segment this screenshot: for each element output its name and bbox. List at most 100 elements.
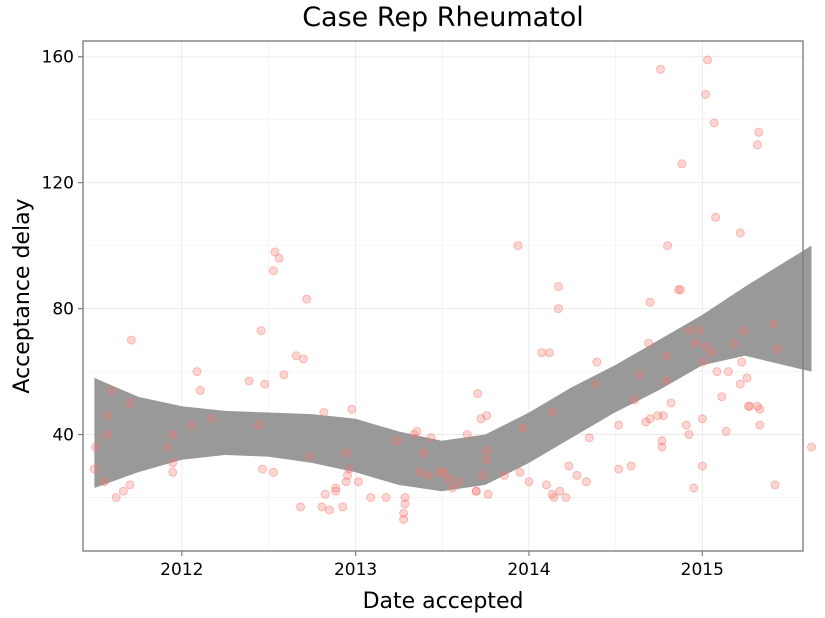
data-point: [168, 467, 178, 477]
data-point: [291, 351, 301, 361]
data-point: [381, 493, 391, 502]
data-point: [412, 426, 422, 436]
data-point: [770, 480, 780, 490]
data-point: [626, 461, 636, 471]
data-point: [657, 436, 667, 446]
data-point: [254, 420, 264, 430]
data-point: [302, 294, 312, 304]
grid-lines: [83, 41, 803, 551]
data-point: [755, 404, 765, 414]
data-point: [684, 430, 694, 439]
data-point: [706, 348, 716, 358]
smooth-band: [94, 245, 812, 492]
data-point: [187, 420, 197, 430]
data-point: [614, 420, 624, 430]
data-point: [518, 423, 528, 433]
y-axis: 40 80 120 160: [42, 48, 83, 446]
data-point: [735, 228, 745, 238]
data-point: [483, 489, 493, 499]
data-point: [698, 357, 708, 367]
data-point: [712, 367, 722, 377]
data-point: [752, 401, 762, 411]
data-point: [343, 470, 352, 480]
data-point: [409, 430, 419, 439]
data-point: [703, 55, 712, 65]
x-tick-label: 2014: [507, 560, 550, 580]
data-point: [244, 376, 254, 386]
data-point: [125, 480, 135, 490]
data-point: [641, 417, 651, 427]
data-point: [657, 442, 667, 452]
data-point: [125, 398, 135, 408]
data-point: [471, 486, 481, 496]
y-tick-label: 80: [52, 300, 74, 320]
data-point: [91, 442, 101, 452]
data-point: [268, 467, 278, 477]
data-point: [448, 483, 457, 493]
data-point: [400, 493, 410, 502]
data-point: [735, 379, 745, 389]
data-point: [542, 480, 551, 490]
data-point: [723, 367, 733, 377]
data-point: [344, 464, 354, 474]
data-point: [689, 483, 699, 493]
data-point: [572, 470, 582, 480]
plot-panel-border: [82, 40, 804, 552]
data-point: [742, 373, 752, 383]
data-point: [666, 398, 676, 408]
data-point: [118, 486, 128, 496]
data-point: [476, 414, 486, 424]
data-point: [697, 414, 707, 424]
data-point: [325, 505, 334, 515]
data-point: [769, 319, 779, 329]
data-point: [192, 367, 202, 377]
data-point: [399, 508, 409, 518]
data-point: [773, 345, 783, 354]
data-point: [544, 348, 554, 358]
data-point: [331, 483, 341, 493]
data-point: [614, 464, 624, 474]
data-point: [658, 411, 668, 421]
data-point: [645, 297, 655, 307]
data-point: [555, 486, 565, 496]
data-point: [547, 489, 557, 499]
data-point: [99, 477, 109, 487]
y-tick-label: 160: [42, 48, 74, 68]
data-point: [392, 436, 402, 446]
data-point: [663, 241, 673, 251]
data-point: [268, 266, 278, 276]
data-point: [168, 458, 178, 468]
data-point: [553, 282, 563, 292]
data-point: [400, 499, 410, 509]
data-point: [653, 411, 663, 421]
data-point: [717, 392, 727, 402]
data-point: [752, 140, 762, 150]
data-point: [415, 467, 425, 477]
data-point: [439, 467, 448, 477]
data-point: [258, 464, 267, 474]
data-point: [317, 502, 327, 512]
data-point: [471, 486, 481, 496]
data-point: [564, 461, 574, 471]
data-point: [745, 401, 755, 411]
data-point: [426, 433, 436, 443]
data-point: [561, 493, 571, 502]
data-point: [711, 212, 721, 222]
data-point: [443, 474, 453, 484]
data-point: [462, 430, 472, 439]
data-point: [473, 389, 483, 399]
data-point: [547, 408, 557, 417]
data-point: [274, 253, 284, 263]
data-point: [106, 385, 116, 395]
data-point: [338, 502, 348, 512]
data-point: [674, 285, 684, 295]
data-point: [260, 379, 270, 389]
data-point: [347, 404, 357, 414]
y-tick-label: 40: [52, 426, 74, 446]
data-point: [354, 477, 363, 487]
data-point: [270, 247, 280, 257]
data-point: [592, 357, 602, 367]
data-point: [584, 433, 594, 443]
data-point: [645, 414, 655, 424]
smooth-confidence-band: [94, 245, 812, 492]
